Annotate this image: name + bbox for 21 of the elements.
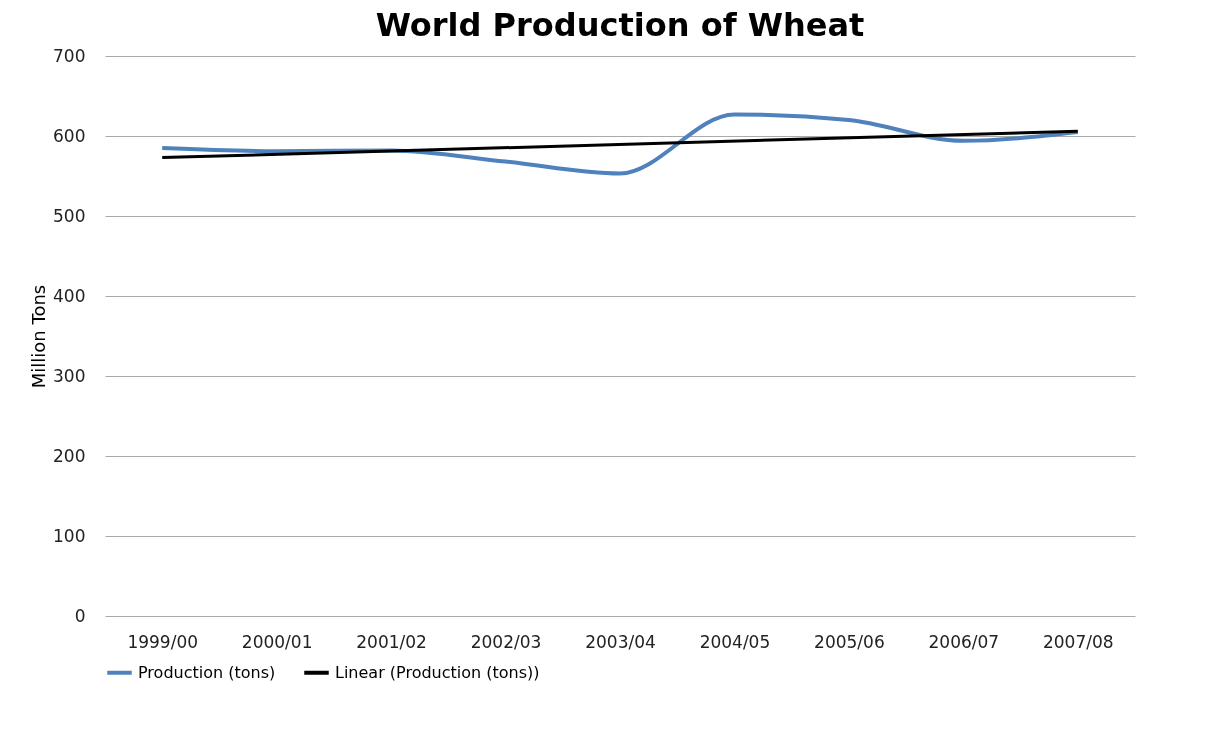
legend-label: Production (tons) <box>138 662 276 682</box>
y-axis-title: Million Tons <box>28 284 50 389</box>
x-tick-label: 2004/05 <box>699 631 771 652</box>
y-tick-label: 200 <box>53 445 86 466</box>
y-tick-label: 400 <box>53 285 86 306</box>
legend-label: Linear (Production (tons)) <box>335 662 540 682</box>
x-tick-label: 2002/03 <box>470 631 542 652</box>
y-tick-label: 500 <box>53 205 86 226</box>
x-tick-label: 2000/01 <box>241 631 313 652</box>
y-tick-label: 600 <box>53 125 86 146</box>
x-tick-label: 2005/06 <box>814 631 885 652</box>
x-tick-label: 2007/08 <box>1042 631 1114 652</box>
x-tick-label: 2006/07 <box>928 631 1000 652</box>
x-tick-label: 2001/02 <box>356 631 427 652</box>
x-tick-label: 1999/00 <box>127 631 199 652</box>
chart-title: World Production of Wheat <box>375 6 865 44</box>
y-tick-label: 300 <box>53 365 86 386</box>
y-tick-label: 100 <box>53 525 86 546</box>
y-tick-label: 0 <box>74 605 86 626</box>
x-tick-label: 2003/04 <box>585 631 656 652</box>
y-tick-label: 700 <box>53 45 86 66</box>
